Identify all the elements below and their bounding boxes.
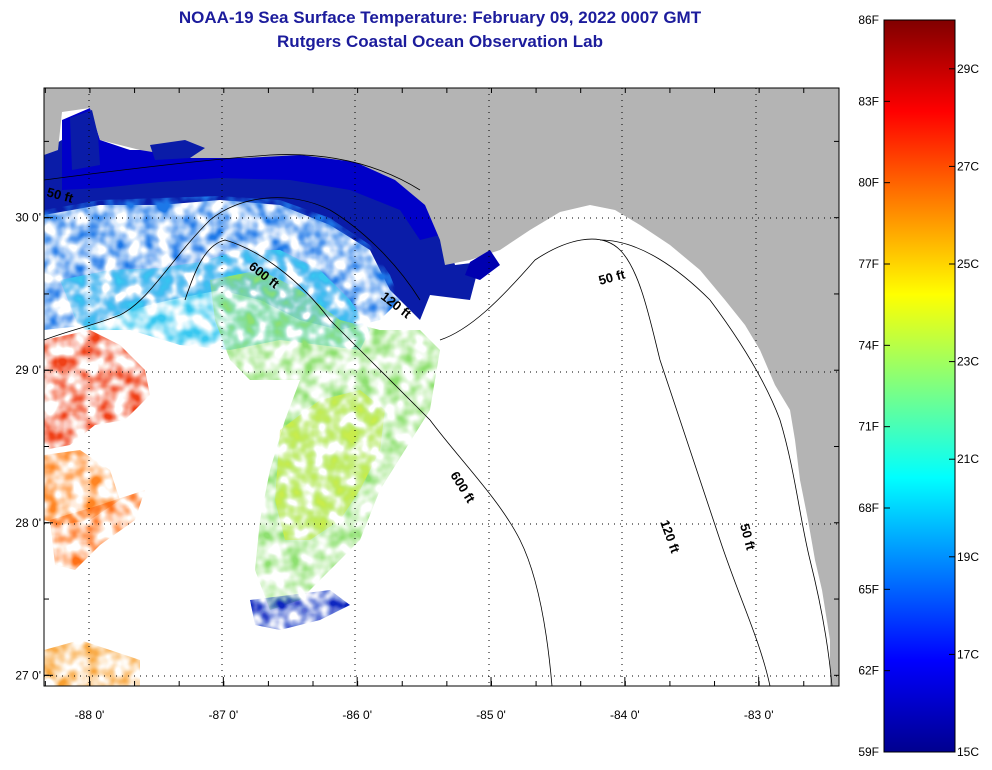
colorbar-f-label: 62F — [858, 664, 879, 678]
lon-tick-label: -85 0' — [476, 708, 506, 722]
title-line-2: Rutgers Coastal Ocean Observation Lab — [277, 32, 603, 51]
colorbar-c-label: 19C — [957, 550, 979, 564]
sst-cold-tongue — [62, 108, 440, 240]
colorbar-f-label: 77F — [858, 257, 879, 271]
lat-tick-label: 29 0' — [15, 363, 41, 377]
contour-label: 50 ft — [737, 522, 759, 552]
colorbar-c-label: 21C — [957, 452, 979, 466]
lon-tick-label: -87 0' — [209, 708, 239, 722]
bay-apalachee — [465, 250, 500, 280]
sst-warm-orange-2 — [50, 490, 145, 570]
contour-120ft-east — [439, 238, 771, 686]
colorbar-c-label: 27C — [957, 159, 979, 173]
colorbar-f-label: 65F — [858, 582, 879, 596]
lon-tick-label: -83 0' — [744, 708, 774, 722]
lat-tick-label: 28 0' — [15, 516, 41, 530]
lat-tick-label: 30 0' — [15, 211, 41, 225]
colorbar-ticks: 86F 83F 80F 77F 74F 71F 68F 65F 62F 59F 29C 27C 25C 2… — [858, 13, 979, 759]
colorbar-c-label: 29C — [957, 62, 979, 76]
lon-tick-label: -88 0' — [75, 708, 105, 722]
contour-120ft-west — [44, 197, 421, 341]
colorbar-c-label: 15C — [957, 745, 979, 759]
sst-patches-south — [250, 590, 350, 630]
title-line-1: NOAA-19 Sea Surface Temperature: Februar… — [178, 8, 702, 27]
contour-600ft — [184, 239, 553, 686]
graticule — [44, 88, 839, 686]
colorbar-f-label: 86F — [858, 13, 879, 27]
axis-ticks: -88 0' -87 0' -86 0' -85 0' -84 0' -83 0' 30 0… — [15, 88, 839, 722]
sst-warm-bottom — [44, 640, 140, 686]
colorbar-c-label: 25C — [957, 257, 979, 271]
lon-tick-label: -84 0' — [610, 708, 640, 722]
bay-mobile — [70, 110, 100, 170]
plot-frame — [43, 87, 840, 687]
lat-tick-label: 27 0' — [15, 668, 41, 682]
contour-label: 50 ft — [597, 266, 627, 288]
contour-50ft-east — [599, 239, 833, 686]
lon-tick-label: -86 0' — [342, 708, 372, 722]
colorbar-f-label: 74F — [858, 338, 879, 352]
colorbar-f-label: 68F — [858, 501, 879, 515]
sst-warm-red — [44, 330, 150, 450]
colorbar — [883, 19, 956, 753]
sst-yellowgreen-core — [275, 390, 385, 540]
colorbar-f-label: 59F — [858, 745, 879, 759]
colorbar-c-label: 17C — [957, 647, 979, 661]
colorbar-f-label: 71F — [858, 420, 879, 434]
colorbar-c-label: 23C — [957, 355, 979, 369]
colorbar-f-label: 83F — [858, 94, 879, 108]
colorbar-f-label: 80F — [858, 176, 879, 190]
contour-label: 50 ft — [45, 184, 75, 206]
land-mainland — [44, 88, 839, 686]
bay-pensacola — [150, 140, 205, 160]
contour-50ft-west — [44, 154, 421, 191]
